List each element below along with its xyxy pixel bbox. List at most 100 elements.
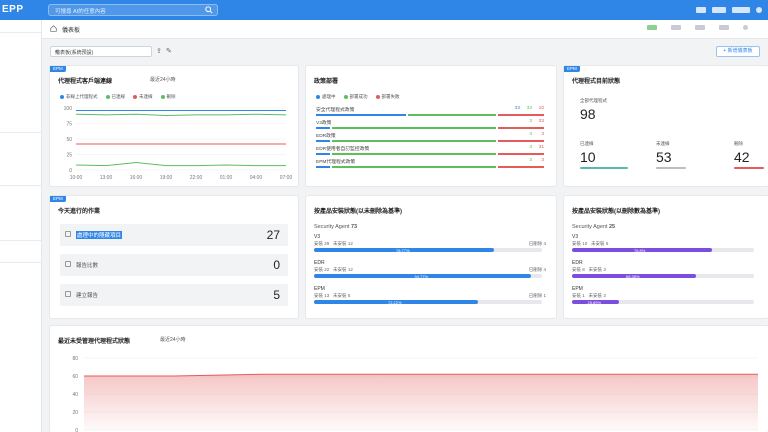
flag-icon: [65, 231, 71, 237]
help-icon[interactable]: [743, 25, 748, 30]
sidebar-divider: [0, 32, 41, 33]
install-product-row[interactable]: EPM 安裝 1 未安裝 3 25.89%: [572, 286, 758, 310]
stat-bar: [734, 167, 764, 169]
grid-icon[interactable]: [671, 25, 681, 30]
y-tick-label: 25: [66, 153, 72, 159]
card-tag: EPM: [50, 66, 66, 72]
agent-connection-card: EPM 代理程式客戶端連線 最近24小時 非線上代理程式 已連線 未連線 刪除 …: [50, 66, 298, 186]
search-input[interactable]: 可搜尋 AI的任意內容: [48, 4, 218, 16]
report-icon: [65, 261, 71, 267]
policy-name: 安全代理程式政策: [316, 108, 355, 113]
y-tick-label: 75: [66, 122, 72, 128]
installed-label: 安裝 8 未安裝 3: [572, 267, 606, 272]
card-title: 今天進行的作業: [58, 209, 101, 215]
product-name: EPM: [314, 286, 325, 292]
policy-bar-failed: [498, 140, 544, 142]
edit-icon[interactable]: ✎: [166, 48, 172, 55]
task-row[interactable]: 報告比數 0: [60, 254, 288, 276]
chart-legend: 非線上代理程式 已連線 未連線 刪除: [60, 94, 176, 100]
policy-name: V3政策: [316, 121, 332, 126]
x-tick-label: 07:00: [280, 175, 293, 181]
install-product-row[interactable]: EDR 安裝 22 未安裝 12 已刪除 4 94.77%: [314, 260, 546, 284]
install-product-row[interactable]: V3 安裝 29 未安裝 12 已刪除 4 78.77%: [314, 234, 546, 258]
series-line: [75, 113, 287, 116]
series-line: [84, 373, 758, 377]
add-dashboard-button[interactable]: + 新增儀表板: [716, 46, 760, 57]
policy-count-failed: 10: [538, 106, 544, 111]
notification-icon[interactable]: [756, 7, 762, 13]
dashboard-select[interactable]: 儀表板(系統預設) ▾: [50, 46, 152, 57]
policy-bar-failed: [498, 166, 544, 168]
deleted-count: 已刪除 4: [528, 241, 546, 246]
stat-label: 刪除: [734, 141, 743, 146]
installed-label: 安裝 1 未安裝 3: [572, 293, 606, 298]
install-product-row[interactable]: EPM 安裝 13 未安裝 5 已刪除 1 72.22%: [314, 286, 546, 310]
card-tag: EPM: [50, 196, 66, 202]
home-icon[interactable]: [50, 25, 57, 32]
card-title: 最近未受管理代理程式狀態: [58, 339, 131, 345]
y-tick-label: 50: [66, 137, 72, 143]
sidebar-divider: [0, 240, 41, 241]
policy-row[interactable]: EDR使用者自訂監控政策 3 31: [316, 145, 544, 157]
card-title: 代理程式客戶端連線: [58, 79, 113, 85]
legend-item: 部署成功: [343, 94, 368, 100]
install-progress-bar: [314, 248, 494, 252]
brand-logo[interactable]: EPP: [2, 4, 24, 15]
policy-bar-success: [408, 114, 496, 116]
policy-row[interactable]: 安全代理程式政策 33 33 10: [316, 106, 544, 118]
policy-bar-failed: [498, 114, 544, 116]
x-tick-label: 22:00: [190, 175, 203, 181]
share-icon[interactable]: ⇪: [156, 48, 162, 55]
task-row[interactable]: 建立報告 5: [60, 284, 288, 306]
policy-row[interactable]: V3政策 3 33: [316, 119, 544, 131]
policy-row[interactable]: EPM代理程式政策 3 3: [316, 158, 544, 170]
policy-bar-success: [332, 140, 496, 142]
unmanaged-agent-card: 最近未受管理代理程式狀態 最近24小時 0 20 40 60 80: [50, 326, 768, 432]
policy-legend: 處理中 部署成功 部署失敗: [316, 94, 400, 100]
install-product-row[interactable]: EDR 安裝 8 未安裝 3 68.38%: [572, 260, 758, 284]
layout-icon[interactable]: [647, 25, 657, 30]
card-title: 代理程式目前狀態: [572, 79, 621, 85]
task-label: 建立報告: [76, 293, 99, 299]
policy-bar-processing: [316, 166, 330, 168]
legend-item: 刪除: [160, 94, 176, 100]
user-menu[interactable]: [712, 7, 726, 13]
install-product-row[interactable]: V3 安裝 10 未安裝 5 76.8%: [572, 234, 758, 258]
legend-item: 非線上代理程式: [60, 94, 98, 100]
range-select[interactable]: 最近24小時: [160, 337, 186, 343]
policy-row[interactable]: EDR政策 3 3: [316, 132, 544, 144]
range-select[interactable]: 最近24小時: [150, 77, 176, 83]
stat-value: 42: [734, 149, 750, 165]
product-name: EDR: [314, 260, 325, 266]
language-menu[interactable]: [732, 7, 750, 13]
stat-value: 53: [656, 149, 672, 165]
y-tick-label: 40: [72, 392, 78, 398]
task-value: 5: [273, 288, 280, 302]
agent-label: Security Agent 73: [314, 224, 358, 230]
install-progress-pct: 68.38%: [626, 273, 640, 279]
legend-item: 處理中: [316, 94, 336, 100]
top-right-tools: [696, 6, 762, 14]
policy-deploy-card: 政策部署 處理中 部署成功 部署失敗 安全代理程式政策 33 33 10 V3政策 3 33…: [306, 66, 556, 186]
install-status-card-2: 按產品安裝狀態(以刪除數為基準) Security Agent 25 V3 安裝 …: [564, 196, 768, 318]
deleted-count: 已刪除 1: [528, 293, 546, 298]
display-icon[interactable]: [695, 25, 705, 30]
chevron-down-icon: ▾: [55, 49, 58, 55]
x-tick-label: 13:00: [100, 175, 113, 181]
settings-icon[interactable]: [719, 25, 729, 30]
stat-value: 10: [580, 149, 596, 165]
status-indicator[interactable]: [696, 7, 706, 13]
installed-label: 安裝 13 未安裝 5: [314, 293, 351, 298]
search-icon[interactable]: [205, 6, 213, 14]
stat-bar: [580, 167, 628, 169]
policy-count-success: 3: [529, 132, 532, 137]
breadcrumb: 儀表板: [62, 28, 81, 34]
x-tick-label: 01:00: [220, 175, 233, 181]
sidebar: [0, 20, 42, 432]
policy-bar-processing: [316, 127, 330, 129]
card-title: 按產品安裝狀態(以刪除數為基準): [572, 209, 660, 215]
unmanaged-area-chart: 0 20 40 60 80: [72, 356, 758, 432]
policy-bar-success: [332, 127, 496, 129]
install-progress-pct: 25.89%: [587, 299, 602, 305]
task-row[interactable]: 處理中的隱藏項目 27: [60, 224, 288, 246]
